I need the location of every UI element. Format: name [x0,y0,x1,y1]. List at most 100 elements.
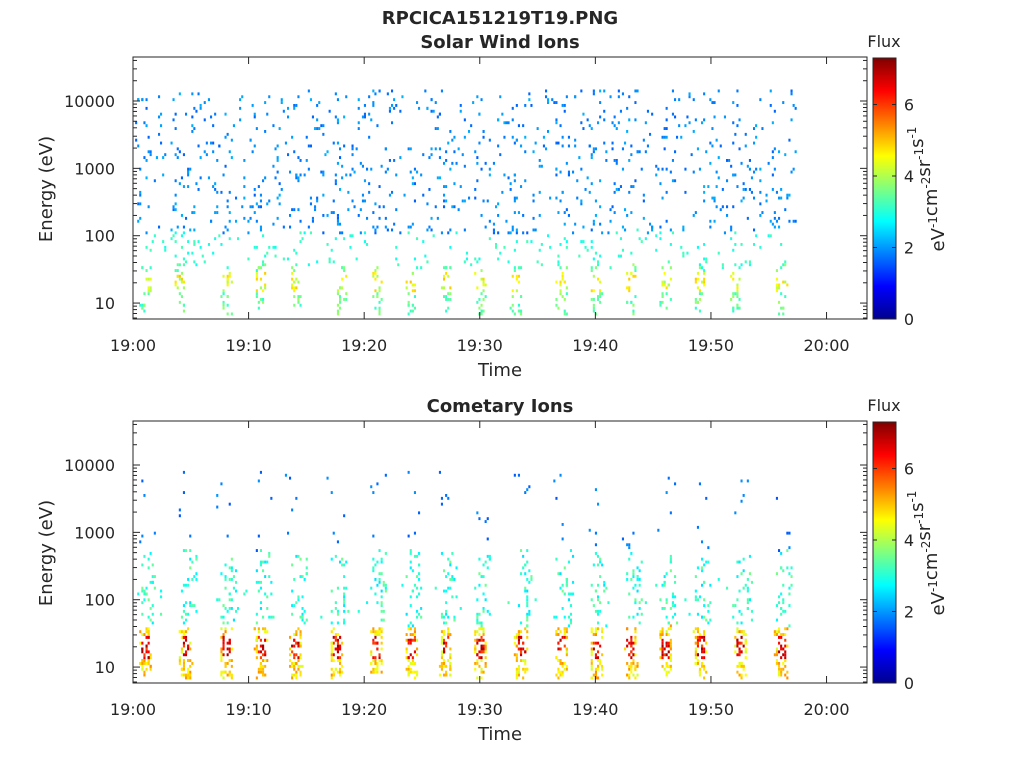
heatmap-cell [553,479,556,483]
heatmap-cell [445,199,448,203]
heatmap-cell [257,306,260,310]
heatmap-cell [222,638,225,642]
heatmap-cell [222,604,225,607]
heatmap-cell [264,271,267,275]
heatmap-cell [239,98,242,102]
heatmap-cell [214,237,217,241]
heatmap-cell [590,653,593,657]
heatmap-cell [413,289,416,293]
heatmap-cell [559,638,562,642]
heatmap-cell [193,260,196,264]
heatmap-cell [226,280,229,284]
heatmap-cell [565,161,568,165]
heatmap-cell [440,89,443,93]
heatmap-cell [517,641,520,645]
heatmap-cell [517,633,520,636]
heatmap-cell [634,295,637,298]
heatmap-cell [555,615,558,619]
heatmap-cell [517,211,520,214]
heatmap-cell [372,104,375,107]
heatmap-cell [257,266,260,270]
heatmap-cell [778,667,781,671]
heatmap-cell [187,673,190,677]
heatmap-cell [139,303,142,307]
heatmap-cell [674,612,677,616]
heatmap-cell [705,670,708,674]
heatmap-cell [717,156,720,159]
heatmap-cell [351,234,354,238]
heatmap-cell [413,306,416,310]
heatmap-cell [775,496,778,500]
heatmap-cell [449,633,452,636]
heatmap-cell [357,214,360,217]
heatmap-cell [295,263,298,267]
heatmap-cell [728,159,731,162]
panel-title: Cometary Ions [427,396,574,417]
heatmap-cell [590,662,593,665]
heatmap-cell [443,295,446,298]
heatmap-cell [480,309,483,313]
heatmap-cell [773,216,776,220]
heatmap-cell [659,598,662,602]
plot-frame [132,420,868,684]
heatmap-cell [332,627,335,631]
heatmap-cell [330,676,333,680]
heatmap-cell [262,673,265,677]
heatmap-cell [495,243,498,246]
unit-exponent: -1 [905,491,919,503]
heatmap-cell [255,549,258,552]
heatmap-cell [295,286,298,290]
heatmap-cell [253,188,256,191]
heatmap-cell [139,167,142,171]
heatmap-cell [295,173,298,177]
heatmap-cell [782,312,785,316]
heatmap-cell [189,228,192,232]
heatmap-cell [730,164,733,168]
heatmap-cell [222,653,225,657]
heatmap-cell [141,306,144,310]
heatmap-cell [259,667,262,671]
heatmap-cell [139,193,142,197]
heatmap-cell [339,656,342,660]
heatmap-cell [626,543,629,547]
heatmap-cell [671,615,674,619]
heatmap-cell [528,580,531,584]
heatmap-cell [594,488,597,492]
heatmap-cell [182,549,185,552]
heatmap-cell [137,202,140,206]
heatmap-cell [528,609,531,613]
heatmap-cell [665,662,668,665]
heatmap-cell [420,607,423,610]
heatmap-cell [297,179,300,183]
heatmap-cell [663,271,666,275]
heatmap-cell [594,589,597,593]
heatmap-cell [790,89,793,93]
heatmap-cell [742,569,745,573]
heatmap-cell [561,583,564,587]
heatmap-cell [744,673,747,677]
heatmap-cell [440,638,443,642]
heatmap-cell [193,604,196,607]
heatmap-cell [497,144,500,148]
heatmap-cell [228,650,231,654]
heatmap-cell [624,208,627,212]
heatmap-cell [561,664,564,668]
heatmap-cell [359,161,362,165]
heatmap-cell [407,312,410,316]
heatmap-cell [594,653,597,657]
heatmap-cell [297,595,300,599]
heatmap-cell [696,286,699,290]
heatmap-cell [526,615,529,619]
heatmap-cell [557,306,560,310]
heatmap-cell [268,552,271,555]
heatmap-cell [613,124,616,128]
heatmap-cell [395,104,398,107]
heatmap-cell [613,159,616,162]
heatmap-cell [555,141,558,145]
heatmap-cell [272,164,275,168]
heatmap-cell [601,627,604,631]
heatmap-cell [642,199,645,203]
heatmap-cell [141,601,144,605]
heatmap-cell [137,219,140,223]
heatmap-cell [517,604,520,607]
